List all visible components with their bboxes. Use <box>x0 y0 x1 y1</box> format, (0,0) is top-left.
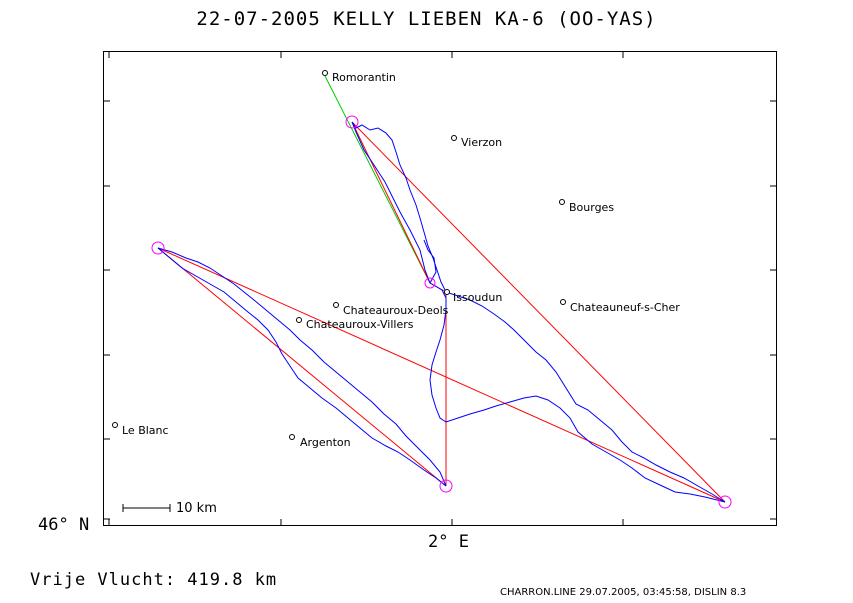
task-legs <box>157 121 726 503</box>
map-frame <box>103 51 777 526</box>
turnpoint-5 <box>424 277 436 289</box>
town-markers <box>112 70 566 440</box>
town-label-chateauroux-villers: Chateauroux-Villers <box>306 318 414 331</box>
town-marker <box>444 289 450 295</box>
town-marker <box>289 434 295 440</box>
latitude-label: 46° N <box>38 515 90 535</box>
town-label-argenton: Argenton <box>300 436 351 449</box>
scale-bar-label: 10 km <box>176 501 217 516</box>
town-marker <box>451 135 457 141</box>
town-marker <box>112 422 118 428</box>
scale-bar <box>122 504 171 512</box>
town-label-issoudun: Issoudun <box>453 291 502 304</box>
town-marker <box>559 199 565 205</box>
town-marker <box>322 70 328 76</box>
town-label-chateauroux-deols: Chateauroux-Deols <box>343 304 449 317</box>
town-label-romorantin: Romorantin <box>332 71 396 84</box>
turnpoint-2 <box>151 241 165 255</box>
start-leg <box>324 75 431 284</box>
longitude-label: 2° E <box>428 532 469 552</box>
town-marker <box>333 302 339 308</box>
town-label-chateauneuf-s-cher: Chateauneuf-s-Cher <box>570 301 680 314</box>
footer-info: CHARRON.LINE 29.07.2005, 03:45:58, DISLI… <box>500 587 747 598</box>
turnpoints <box>151 115 732 509</box>
town-label-bourges: Bourges <box>569 201 614 214</box>
free-flight-distance: Vrije Vlucht: 419.8 km <box>30 570 278 590</box>
turnpoint-3 <box>439 479 453 493</box>
flight-track <box>351 121 726 503</box>
town-label-vierzon: Vierzon <box>461 136 502 149</box>
turnpoint-1 <box>345 115 359 129</box>
map-title: 22-07-2005 KELLY LIEBEN KA-6 (OO-YAS) <box>196 8 657 30</box>
town-marker <box>560 299 566 305</box>
town-marker <box>296 317 302 323</box>
axis-ticks <box>103 51 777 526</box>
flight-track-west <box>157 247 447 487</box>
turnpoint-4 <box>718 495 732 509</box>
town-label-le-blanc: Le Blanc <box>122 424 169 437</box>
